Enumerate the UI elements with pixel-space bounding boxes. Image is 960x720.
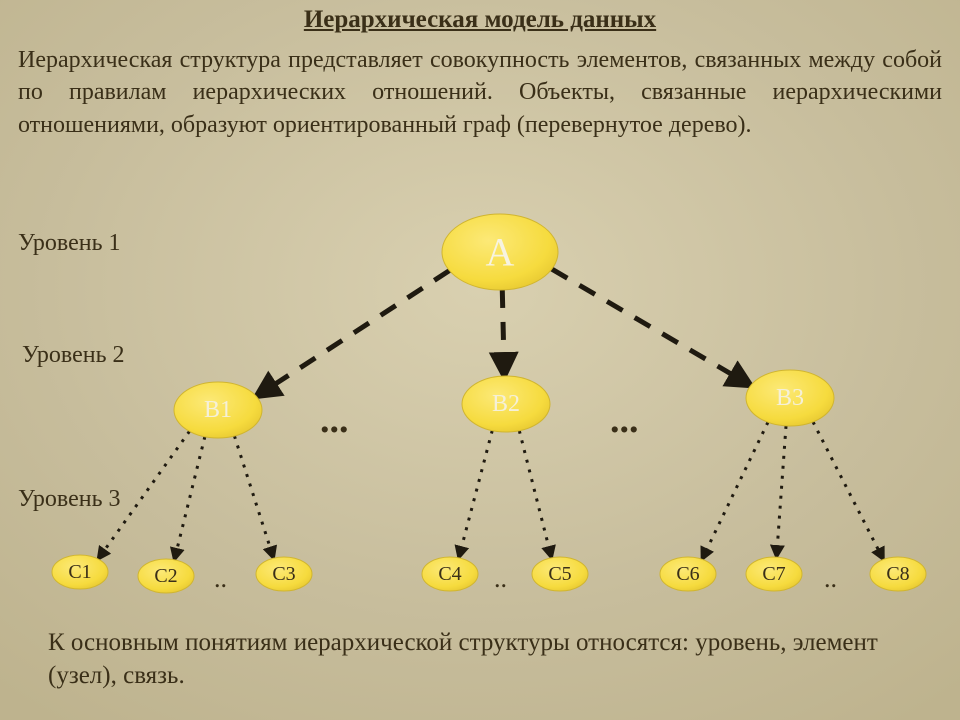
node-B1: В1 (174, 382, 262, 438)
edge-B3-C7 (777, 426, 786, 557)
node-label-B3: В3 (776, 385, 804, 411)
node-label-C8: С8 (886, 563, 909, 585)
edge-B2-C5 (519, 431, 551, 558)
node-B2: В2 (462, 376, 550, 432)
ellipsis-b2: ... (610, 398, 639, 442)
node-label-C4: С4 (438, 563, 461, 585)
edge-B2-C4 (459, 431, 492, 558)
node-B3: В3 (746, 370, 834, 426)
edge-A-B2 (502, 290, 504, 376)
node-C3: С3 (256, 557, 312, 591)
node-A: А (442, 214, 558, 290)
node-label-C6: С6 (676, 563, 699, 585)
ellipsis-c2: .. (494, 564, 507, 594)
node-label-C5: С5 (548, 563, 571, 585)
node-C8: С8 (870, 557, 926, 591)
edge-B1-C3 (234, 436, 273, 558)
node-C5: С5 (532, 557, 588, 591)
ellipsis-c1: .. (214, 564, 227, 594)
node-label-C3: С3 (272, 563, 295, 585)
node-C2: С2 (138, 559, 194, 593)
tree-diagram: А В1 В2 В3 С1 С2 С3 С4 С5 С6 С7 С8 (0, 0, 960, 720)
ellipsis-b1: ... (320, 398, 349, 442)
node-label-C2: С2 (154, 565, 177, 587)
node-label-B2: В2 (492, 391, 520, 417)
node-label-B1: В1 (204, 397, 232, 423)
node-label-C1: С1 (68, 561, 91, 583)
edge-A-B3 (552, 269, 751, 385)
edge-A-B1 (256, 271, 449, 397)
node-label-C7: С7 (762, 563, 785, 585)
edge-B3-C8 (813, 422, 883, 560)
ellipsis-c3: .. (824, 564, 837, 594)
edge-B1-C2 (174, 437, 204, 560)
node-C6: С6 (660, 557, 716, 591)
node-C1: С1 (52, 555, 108, 589)
edge-B1-C1 (98, 431, 189, 559)
node-label-A: А (486, 230, 515, 275)
edge-B3-C6 (702, 422, 768, 559)
footer-text: К основным понятиям иерархической структ… (48, 627, 930, 692)
node-C4: С4 (422, 557, 478, 591)
node-C7: С7 (746, 557, 802, 591)
